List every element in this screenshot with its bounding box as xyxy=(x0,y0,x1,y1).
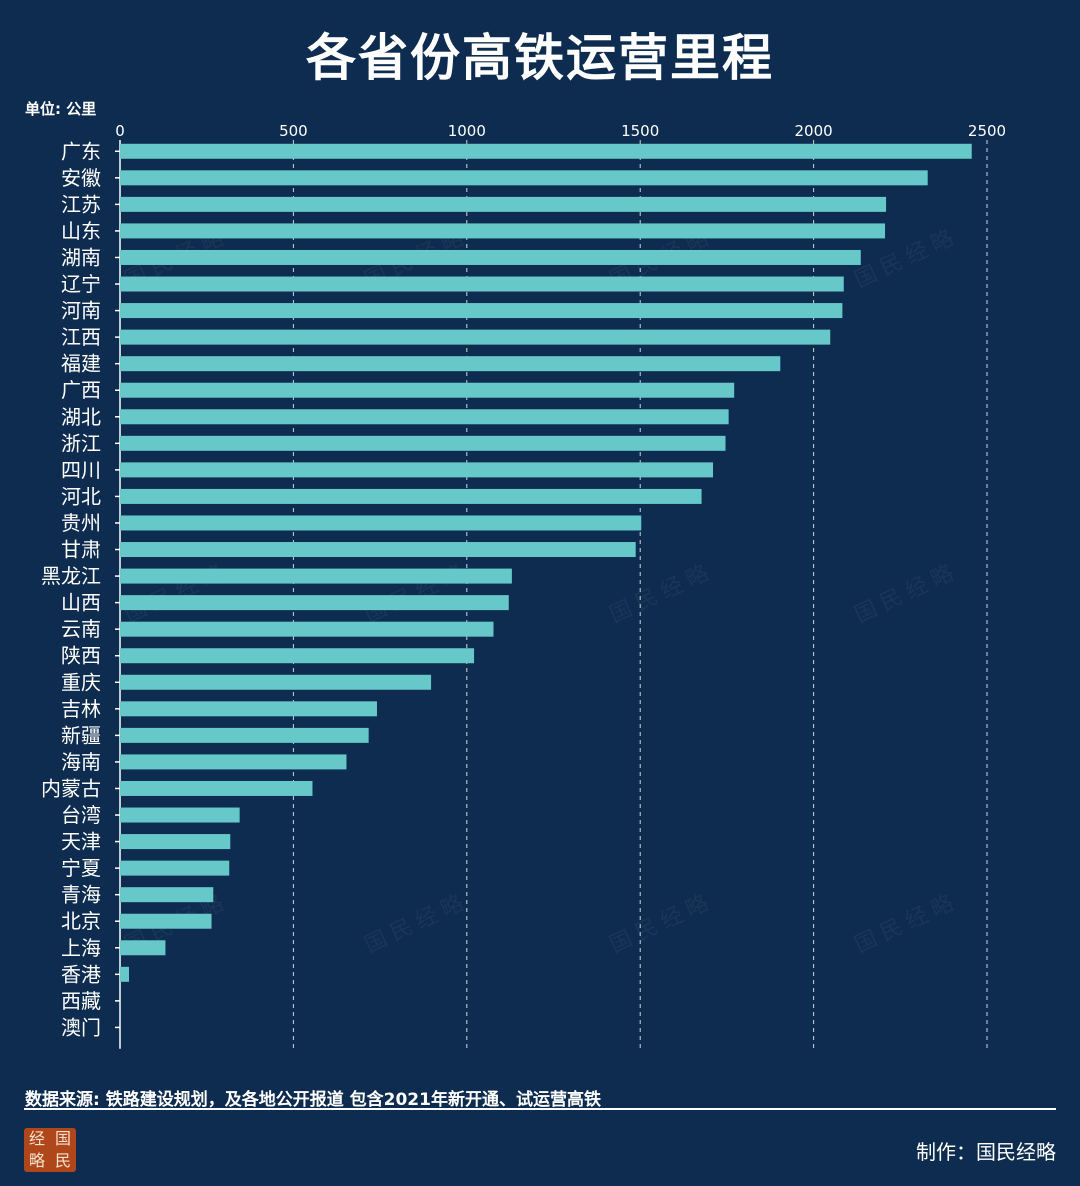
category-label: 河南 xyxy=(61,299,101,323)
bar xyxy=(120,913,212,929)
category-label: 广东 xyxy=(61,139,101,163)
bar xyxy=(120,568,512,584)
category-label: 浙江 xyxy=(61,431,101,455)
chart-title: 各省份高铁运营里程 xyxy=(306,29,774,87)
x-tick-label: 2000 xyxy=(795,122,833,140)
bar xyxy=(120,462,714,478)
category-label: 云南 xyxy=(61,617,101,641)
category-label: 广西 xyxy=(61,378,101,402)
x-tick-label: 500 xyxy=(279,122,308,140)
x-tick-label: 2500 xyxy=(968,122,1006,140)
category-label: 上海 xyxy=(61,936,101,960)
bar xyxy=(120,276,844,292)
bar xyxy=(120,488,702,504)
unit-label: 单位: 公里 xyxy=(25,100,97,118)
x-tick-label: 0 xyxy=(115,122,125,140)
bar xyxy=(120,834,231,850)
bar xyxy=(120,648,475,664)
logo-char: 民 xyxy=(54,1151,71,1170)
bar xyxy=(120,382,735,398)
category-label: 江西 xyxy=(61,325,101,349)
bar xyxy=(120,542,636,558)
bar xyxy=(120,966,130,982)
bar xyxy=(120,223,886,239)
category-label: 福建 xyxy=(61,352,101,376)
category-label: 澳门 xyxy=(61,1015,101,1039)
x-tick-label: 1000 xyxy=(448,122,486,140)
logo-char: 经 xyxy=(28,1129,45,1148)
bar xyxy=(120,780,313,796)
bar xyxy=(120,143,972,159)
category-label: 香港 xyxy=(61,962,101,986)
bar xyxy=(120,887,214,903)
category-label: 吉林 xyxy=(61,697,101,721)
bar xyxy=(120,807,240,823)
category-label: 青海 xyxy=(61,883,101,907)
category-label: 海南 xyxy=(61,750,101,774)
category-label: 安徽 xyxy=(61,166,101,190)
bar xyxy=(120,435,726,451)
category-label: 内蒙古 xyxy=(41,776,101,800)
category-label: 河北 xyxy=(61,484,101,508)
logo-char: 国 xyxy=(54,1129,71,1148)
category-label: 四川 xyxy=(61,458,101,482)
bar xyxy=(120,674,432,690)
category-label: 甘肃 xyxy=(61,538,101,562)
bar xyxy=(120,621,494,637)
bar xyxy=(120,595,509,611)
category-label: 山东 xyxy=(61,219,101,243)
bar xyxy=(120,727,369,743)
category-label: 黑龙江 xyxy=(41,564,101,588)
category-label: 贵州 xyxy=(61,511,101,535)
category-label: 湖南 xyxy=(61,245,101,269)
category-label: 陕西 xyxy=(61,644,101,668)
footer-divider xyxy=(24,1108,1056,1110)
bar xyxy=(120,329,831,345)
category-label: 重庆 xyxy=(61,670,101,694)
logo-char: 略 xyxy=(28,1151,45,1170)
bar xyxy=(120,196,887,212)
bar xyxy=(120,754,347,770)
data-source-note: 数据来源: 铁路建设规划，及各地公开报道 包含2021年新开通、试运营高铁 xyxy=(25,1090,601,1110)
category-label: 台湾 xyxy=(61,803,101,827)
bar xyxy=(120,860,230,876)
category-label: 天津 xyxy=(61,830,101,854)
bar xyxy=(120,940,166,956)
bar xyxy=(120,701,377,717)
brand-logo: 经 国 略 民 xyxy=(24,1128,76,1172)
category-label: 湖北 xyxy=(61,405,101,429)
category-label: 北京 xyxy=(61,909,101,933)
bar xyxy=(120,249,861,265)
bar xyxy=(120,515,642,531)
bar xyxy=(120,303,843,319)
category-label: 江苏 xyxy=(61,192,101,216)
bar xyxy=(120,356,781,372)
bar xyxy=(120,409,729,425)
category-label: 新疆 xyxy=(61,723,101,747)
category-label: 辽宁 xyxy=(61,272,101,296)
bar xyxy=(120,170,928,186)
credit-label: 制作：国民经略 xyxy=(916,1140,1056,1164)
category-label: 山西 xyxy=(61,591,101,615)
x-tick-label: 1500 xyxy=(621,122,659,140)
category-label: 宁夏 xyxy=(61,856,101,880)
category-label: 西藏 xyxy=(61,989,101,1013)
